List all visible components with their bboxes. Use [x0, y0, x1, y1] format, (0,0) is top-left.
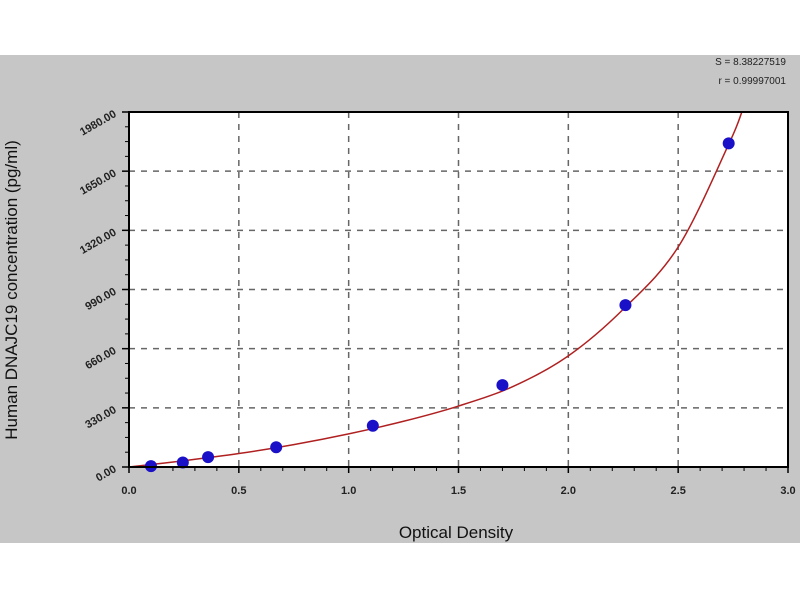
y-tick-label: 1320.00 [78, 227, 118, 257]
fit-curve [128, 111, 743, 468]
y-tick-label: 660.00 [83, 345, 118, 372]
x-tick-label: 1.5 [451, 485, 466, 497]
data-point [366, 419, 379, 432]
y-tick-label: 330.00 [83, 404, 118, 431]
y-tick-label: 0.00 [94, 463, 119, 484]
data-point [722, 137, 735, 150]
y-tick-label: 1980.00 [78, 108, 118, 138]
x-tick-label: 2.0 [561, 485, 576, 497]
data-point [176, 456, 189, 469]
data-point [619, 299, 632, 312]
y-tick-label: 990.00 [83, 286, 118, 313]
x-tick-label: 0.0 [121, 485, 136, 497]
y-axis-label: Human DNAJC19 concentration (pg/ml) [2, 140, 21, 440]
x-axis-label: Optical Density [399, 523, 514, 542]
x-tick-label: 3.0 [780, 485, 795, 497]
data-point [202, 451, 215, 464]
y-tick-label: 1650.00 [78, 167, 118, 197]
data-point [270, 441, 283, 454]
x-tick-label: 0.5 [231, 485, 246, 497]
stat-s: S = 8.38227519 [715, 57, 786, 68]
data-point [496, 379, 509, 392]
stat-r: r = 0.99997001 [718, 76, 786, 87]
x-tick-label: 1.0 [341, 485, 356, 497]
plot-frame [128, 111, 789, 468]
x-tick-label: 2.5 [671, 485, 686, 497]
